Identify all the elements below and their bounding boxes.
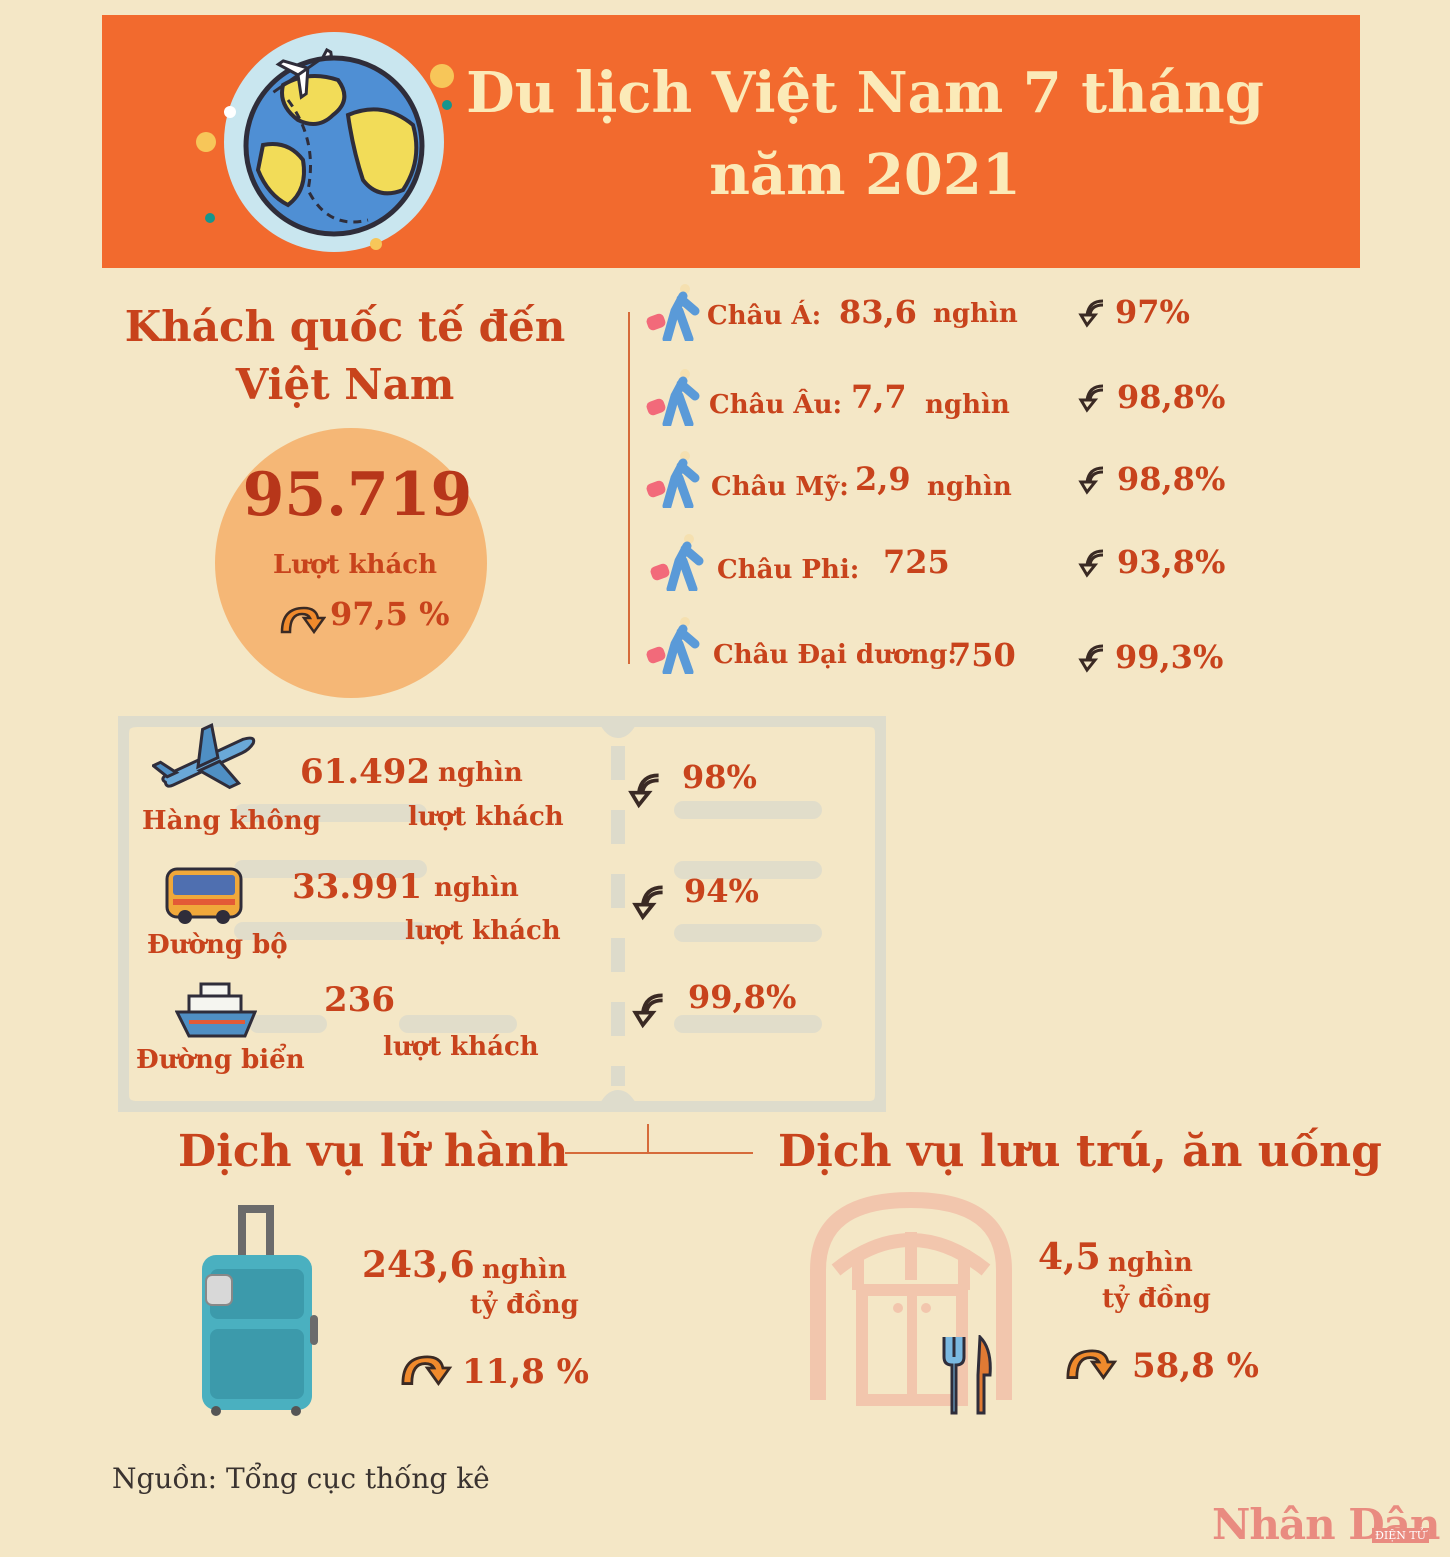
transport-value: 236 bbox=[324, 980, 395, 1020]
continent-name: Châu Phi: bbox=[717, 555, 860, 585]
bus-icon bbox=[165, 865, 245, 931]
up-arrow-icon bbox=[1058, 1342, 1120, 1386]
airplane-icon bbox=[272, 47, 334, 100]
transport-change: 94% bbox=[684, 872, 759, 910]
continent-value: 725 bbox=[883, 543, 950, 581]
travel-service-unit2: tỷ đồng bbox=[470, 1290, 579, 1320]
transport-sub: lượt khách bbox=[408, 802, 564, 832]
down-arrow-icon bbox=[1075, 380, 1109, 418]
transport-value: 33.991 bbox=[292, 867, 423, 907]
continent-name: Châu Đại dương: bbox=[713, 640, 958, 670]
down-arrow-icon bbox=[1075, 295, 1109, 333]
walker-icon bbox=[645, 616, 701, 678]
lodging-service-value: 4,5 bbox=[1038, 1236, 1101, 1278]
ship-icon bbox=[174, 978, 258, 1044]
continent-name: Châu Mỹ: bbox=[711, 472, 849, 502]
title-line-2: năm 2021 bbox=[709, 142, 1021, 208]
continent-value: 2,9 bbox=[855, 460, 911, 498]
transport-mode: Đường biển bbox=[136, 1045, 305, 1075]
transport-sub: lượt khách bbox=[405, 916, 561, 946]
down-arrow-icon bbox=[628, 880, 670, 926]
continent-value: 750 bbox=[949, 636, 1016, 674]
continent-name: Châu Âu: bbox=[709, 390, 843, 420]
continent-value: 83,6 bbox=[839, 293, 917, 331]
continent-unit: nghìn bbox=[927, 472, 1012, 502]
transport-ticket bbox=[107, 705, 897, 1123]
restaurant-icon bbox=[806, 1180, 1016, 1414]
international-title-line-1: Khách quốc tế đến bbox=[124, 302, 566, 351]
lodging-service-unit: nghìn bbox=[1108, 1248, 1193, 1278]
total-change: 97,5 % bbox=[330, 595, 450, 633]
continent-row-oceania: Châu Đại dương: 750 99,3% bbox=[645, 616, 1265, 678]
transport-change: 99,8% bbox=[688, 978, 797, 1016]
travel-service-title: Dịch vụ lữ hành bbox=[178, 1126, 569, 1177]
international-title: Khách quốc tế đến Việt Nam bbox=[120, 298, 570, 414]
airplane-icon bbox=[150, 722, 264, 802]
continent-change: 98,8% bbox=[1117, 378, 1226, 416]
walker-icon bbox=[649, 533, 705, 595]
walker-icon bbox=[645, 450, 701, 512]
connector-stem bbox=[647, 1124, 649, 1154]
brand-logo-sub: ĐIỆN TỬ bbox=[1372, 1528, 1429, 1543]
continent-unit: nghìn bbox=[925, 390, 1010, 420]
continent-row-europe: Châu Âu: 7,7 nghìn 98,8% bbox=[645, 368, 1265, 430]
lodging-service-change: 58,8 % bbox=[1132, 1346, 1259, 1386]
travel-service-unit: nghìn bbox=[482, 1255, 567, 1285]
transport-value: 61.492 bbox=[300, 752, 431, 792]
continent-row-africa: Châu Phi: 725 93,8% bbox=[645, 533, 1265, 595]
continent-unit: nghìn bbox=[933, 299, 1018, 329]
walker-icon bbox=[645, 368, 701, 430]
fork-knife-icon bbox=[940, 1333, 996, 1421]
down-arrow-icon bbox=[628, 988, 670, 1034]
continent-change: 93,8% bbox=[1117, 543, 1226, 581]
travel-service-change: 11,8 % bbox=[462, 1352, 589, 1392]
page-title: Du lịch Việt Nam 7 tháng năm 2021 bbox=[400, 52, 1330, 216]
title-line-1: Du lịch Việt Nam 7 tháng bbox=[466, 60, 1264, 126]
continent-change: 99,3% bbox=[1115, 638, 1224, 676]
continent-value: 7,7 bbox=[851, 378, 907, 416]
down-arrow-icon bbox=[1075, 640, 1109, 678]
down-arrow-icon bbox=[1075, 462, 1109, 500]
transport-mode: Đường bộ bbox=[147, 930, 288, 960]
continent-change: 98,8% bbox=[1117, 460, 1226, 498]
suitcase-icon bbox=[196, 1205, 326, 1424]
travel-service-value: 243,6 bbox=[362, 1244, 475, 1286]
international-title-line-2: Việt Nam bbox=[235, 360, 455, 409]
source-note: Nguồn: Tổng cục thống kê bbox=[112, 1462, 490, 1495]
down-arrow-icon bbox=[624, 768, 666, 814]
walker-icon bbox=[645, 283, 701, 345]
continent-name: Châu Á: bbox=[707, 301, 822, 331]
up-arrow-icon bbox=[393, 1348, 455, 1392]
lodging-service-title: Dịch vụ lưu trú, ăn uống bbox=[778, 1126, 1382, 1177]
connector-line bbox=[565, 1152, 753, 1154]
transport-mode: Hàng không bbox=[142, 806, 321, 836]
transport-sub: lượt khách bbox=[383, 1032, 539, 1062]
transport-unit: nghìn bbox=[434, 873, 519, 903]
total-label: Lượt khách bbox=[272, 550, 438, 580]
transport-unit: nghìn bbox=[438, 758, 523, 788]
transport-change: 98% bbox=[682, 758, 757, 796]
divider-line bbox=[628, 312, 630, 664]
total-value: 95.719 bbox=[242, 460, 473, 530]
down-arrow-icon bbox=[276, 600, 327, 640]
total-circle bbox=[215, 428, 487, 698]
lodging-service-unit2: tỷ đồng bbox=[1102, 1284, 1211, 1314]
continent-row-america: Châu Mỹ: 2,9 nghìn 98,8% bbox=[645, 450, 1265, 512]
continent-change: 97% bbox=[1115, 293, 1190, 331]
globe-icon bbox=[188, 30, 468, 260]
down-arrow-icon bbox=[1075, 545, 1109, 583]
continent-row-asia: Châu Á: 83,6 nghìn 97% bbox=[645, 283, 1265, 345]
